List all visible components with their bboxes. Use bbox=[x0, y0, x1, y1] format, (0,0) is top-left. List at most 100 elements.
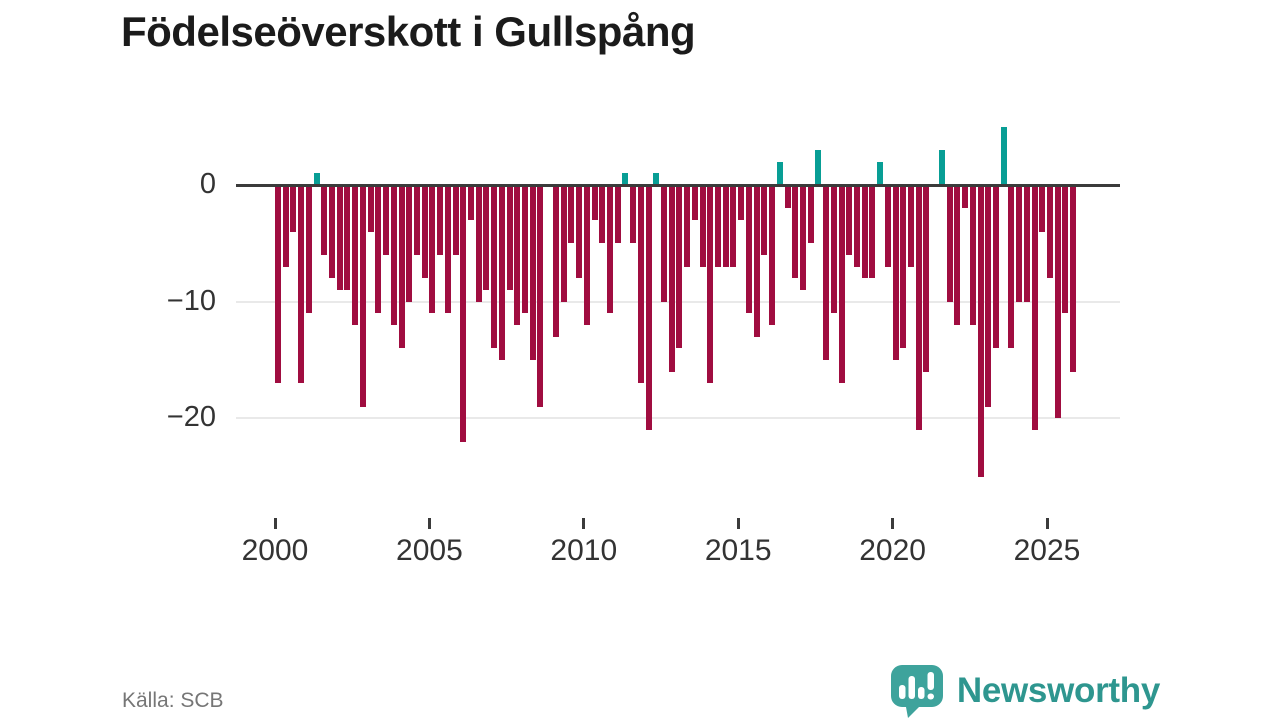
bar-2000-Q3 bbox=[290, 185, 297, 232]
bar-2023-Q3 bbox=[1000, 126, 1007, 185]
bar-2003-Q2 bbox=[375, 185, 382, 314]
gridline-y-10 bbox=[245, 300, 1120, 303]
bar-2019-Q2 bbox=[869, 185, 876, 279]
bar-2021-Q4 bbox=[946, 185, 953, 302]
bar-2011-Q4 bbox=[637, 185, 644, 384]
gridline-y-20 bbox=[245, 417, 1120, 420]
bar-2004-Q1 bbox=[398, 185, 405, 349]
y-axis-tick bbox=[236, 300, 245, 303]
bar-2018-Q3 bbox=[846, 185, 853, 256]
bar-2018-Q4 bbox=[854, 185, 860, 267]
bar-2014-Q2 bbox=[715, 185, 722, 267]
bar-2001-Q2 bbox=[313, 173, 320, 185]
x-axis-label-2025: 2025 bbox=[1013, 534, 1081, 567]
y-axis-label: −10 bbox=[166, 284, 216, 317]
bar-2020-Q3 bbox=[908, 185, 915, 267]
x-axis-label-2015: 2015 bbox=[704, 534, 772, 567]
bar-2015-Q1 bbox=[738, 185, 745, 220]
bar-2025-Q2 bbox=[1054, 185, 1061, 419]
bar-2024-Q3 bbox=[1031, 185, 1038, 431]
bar-2005-Q2 bbox=[437, 185, 444, 256]
x-axis-tick-2000 bbox=[273, 518, 277, 529]
bar-2018-Q2 bbox=[838, 185, 845, 384]
bar-2000-Q2 bbox=[282, 185, 289, 267]
bar-2012-Q3 bbox=[661, 185, 667, 302]
x-axis-tick-2005 bbox=[427, 518, 431, 529]
bar-2016-Q3 bbox=[784, 185, 791, 209]
bar-2013-Q3 bbox=[691, 185, 698, 220]
bar-2013-Q4 bbox=[699, 185, 706, 267]
bar-2016-Q4 bbox=[792, 185, 799, 279]
y-axis-tick bbox=[236, 183, 245, 187]
bar-2006-Q2 bbox=[468, 185, 474, 220]
bar-2025-Q3 bbox=[1062, 185, 1069, 314]
bar-2011-Q3 bbox=[630, 185, 637, 244]
bar-2002-Q2 bbox=[344, 185, 351, 291]
bar-2020-Q1 bbox=[892, 185, 899, 361]
bar-2015-Q4 bbox=[761, 185, 768, 256]
bar-2020-Q4 bbox=[915, 185, 922, 431]
bar-2022-Q2 bbox=[962, 185, 969, 209]
x-axis-tick-2020 bbox=[891, 518, 895, 529]
bar-2024-Q4 bbox=[1039, 185, 1046, 232]
bar-2014-Q3 bbox=[722, 185, 729, 267]
bar-2005-Q1 bbox=[429, 185, 436, 314]
bar-2006-Q4 bbox=[483, 185, 490, 291]
bar-2023-Q4 bbox=[1008, 185, 1015, 349]
bar-2017-Q4 bbox=[823, 185, 830, 361]
bar-2009-Q2 bbox=[560, 185, 567, 302]
bar-2024-Q1 bbox=[1016, 185, 1023, 302]
bar-2005-Q4 bbox=[452, 185, 459, 256]
bar-2000-Q1 bbox=[275, 185, 281, 384]
bar-2020-Q2 bbox=[900, 185, 907, 349]
bar-2008-Q2 bbox=[529, 185, 536, 361]
x-axis-label-2020: 2020 bbox=[859, 534, 926, 567]
y-axis-tick bbox=[236, 417, 245, 420]
newsworthy-icon bbox=[890, 665, 943, 718]
bar-2006-Q1 bbox=[460, 185, 467, 442]
bar-2010-Q1 bbox=[583, 185, 590, 326]
bar-2009-Q4 bbox=[576, 185, 583, 279]
bar-2022-Q4 bbox=[977, 185, 984, 477]
bar-2008-Q3 bbox=[537, 185, 544, 407]
bar-2007-Q4 bbox=[514, 185, 521, 326]
bar-2012-Q4 bbox=[668, 185, 675, 372]
bar-2002-Q3 bbox=[352, 185, 359, 326]
chart-title: Födelseöverskott i Gullspång bbox=[121, 8, 696, 55]
bar-2004-Q4 bbox=[421, 185, 428, 279]
x-axis-tick-2015 bbox=[736, 518, 740, 529]
bar-2019-Q4 bbox=[884, 185, 891, 267]
bar-2006-Q3 bbox=[475, 185, 482, 302]
bar-2013-Q2 bbox=[684, 185, 691, 267]
bar-2025-Q1 bbox=[1047, 185, 1053, 279]
bar-2018-Q1 bbox=[830, 185, 837, 314]
bar-2005-Q3 bbox=[444, 185, 451, 314]
bar-2009-Q3 bbox=[568, 185, 575, 244]
source-note: Källa: SCB bbox=[122, 689, 224, 712]
bar-2012-Q2 bbox=[653, 173, 660, 185]
bar-2003-Q4 bbox=[390, 185, 397, 326]
bar-2010-Q3 bbox=[599, 185, 606, 244]
bar-2008-Q1 bbox=[522, 185, 529, 314]
bar-2001-Q3 bbox=[321, 185, 328, 256]
bar-2015-Q3 bbox=[753, 185, 760, 337]
bar-2019-Q1 bbox=[861, 185, 868, 279]
bar-2011-Q1 bbox=[614, 185, 621, 244]
bar-2017-Q1 bbox=[799, 185, 806, 291]
bar-2021-Q1 bbox=[923, 185, 930, 372]
bar-2016-Q1 bbox=[769, 185, 776, 326]
bar-2002-Q4 bbox=[359, 185, 366, 407]
bar-2016-Q2 bbox=[776, 161, 783, 185]
bar-2012-Q1 bbox=[645, 185, 652, 431]
bar-2001-Q1 bbox=[305, 185, 312, 314]
bar-2003-Q1 bbox=[367, 185, 374, 232]
x-axis-tick-2025 bbox=[1045, 518, 1049, 529]
bar-2022-Q3 bbox=[969, 185, 976, 326]
bar-2001-Q4 bbox=[329, 185, 336, 279]
bar-2007-Q3 bbox=[506, 185, 513, 291]
bar-2014-Q1 bbox=[707, 185, 714, 384]
bar-2022-Q1 bbox=[954, 185, 961, 326]
bar-2023-Q1 bbox=[985, 185, 992, 407]
bar-2003-Q3 bbox=[383, 185, 390, 256]
